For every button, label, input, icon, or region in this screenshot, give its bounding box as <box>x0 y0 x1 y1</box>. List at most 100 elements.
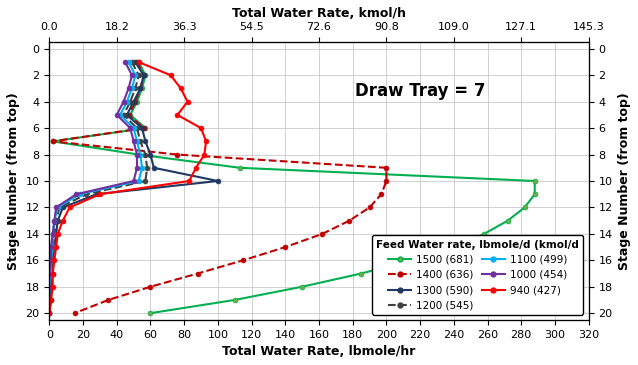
1200 (545) <box>142 152 149 157</box>
1100 (499) <box>45 298 53 302</box>
1500 (681) <box>135 60 142 64</box>
Line: 1200 (545): 1200 (545) <box>47 59 149 316</box>
940 (427) <box>96 192 104 196</box>
1000 (454) <box>73 192 80 196</box>
1100 (499) <box>45 285 53 289</box>
1300 (590) <box>123 113 131 117</box>
1400 (636) <box>105 298 112 302</box>
1000 (454) <box>45 271 53 276</box>
Legend: 1500 (681), 1400 (636), 1300 (590), 1200 (545), 1100 (499), 1000 (454), 940 (427: 1500 (681), 1400 (636), 1300 (590), 1200… <box>372 235 583 315</box>
1300 (590) <box>130 100 137 104</box>
1400 (636) <box>140 73 147 77</box>
1500 (681) <box>126 113 134 117</box>
1500 (681) <box>450 245 457 249</box>
1200 (545) <box>52 219 60 223</box>
1500 (681) <box>133 100 141 104</box>
1500 (681) <box>49 139 57 143</box>
1400 (636) <box>137 86 144 91</box>
1400 (636) <box>140 126 147 130</box>
940 (427) <box>66 205 73 210</box>
1100 (499) <box>49 232 57 236</box>
X-axis label: Total Water Rate, kmol/h: Total Water Rate, kmol/h <box>232 7 406 20</box>
1300 (590) <box>214 179 222 183</box>
1400 (636) <box>366 205 373 210</box>
1400 (636) <box>133 60 141 64</box>
1500 (681) <box>531 179 538 183</box>
1500 (681) <box>135 152 142 157</box>
1500 (681) <box>521 205 528 210</box>
1100 (499) <box>128 86 136 91</box>
1500 (681) <box>357 271 365 276</box>
1300 (590) <box>147 152 154 157</box>
1000 (454) <box>128 73 136 77</box>
Y-axis label: Stage Number (from top): Stage Number (from top) <box>618 92 631 270</box>
1400 (636) <box>131 100 139 104</box>
Line: 1000 (454): 1000 (454) <box>47 59 140 316</box>
1500 (681) <box>142 73 149 77</box>
1300 (590) <box>47 298 55 302</box>
1400 (636) <box>174 152 181 157</box>
Y-axis label: Stage Number (from top): Stage Number (from top) <box>7 92 20 270</box>
1100 (499) <box>138 166 146 170</box>
1200 (545) <box>49 258 57 262</box>
1500 (681) <box>231 298 239 302</box>
940 (427) <box>47 298 55 302</box>
1200 (545) <box>45 311 53 315</box>
Line: 1400 (636): 1400 (636) <box>50 59 389 316</box>
1100 (499) <box>130 126 137 130</box>
1200 (545) <box>131 86 139 91</box>
1000 (454) <box>121 60 129 64</box>
1300 (590) <box>47 285 55 289</box>
X-axis label: Total Water Rate, lbmole/hr: Total Water Rate, lbmole/hr <box>222 345 416 358</box>
1200 (545) <box>135 73 142 77</box>
1300 (590) <box>137 86 144 91</box>
1000 (454) <box>45 311 53 315</box>
1400 (636) <box>71 311 78 315</box>
Text: Draw Tray = 7: Draw Tray = 7 <box>355 82 486 100</box>
1400 (636) <box>318 232 326 236</box>
1500 (681) <box>299 285 306 289</box>
940 (427) <box>54 232 62 236</box>
1400 (636) <box>281 245 289 249</box>
1200 (545) <box>137 139 144 143</box>
940 (427) <box>45 311 53 315</box>
Line: 1500 (681): 1500 (681) <box>50 59 537 316</box>
1000 (454) <box>133 152 141 157</box>
1300 (590) <box>52 232 60 236</box>
1400 (636) <box>194 271 202 276</box>
940 (427) <box>49 271 57 276</box>
1400 (636) <box>383 179 390 183</box>
1000 (454) <box>50 219 58 223</box>
1300 (590) <box>59 205 66 210</box>
1000 (454) <box>125 86 133 91</box>
1400 (636) <box>125 113 133 117</box>
940 (427) <box>202 139 210 143</box>
1200 (545) <box>144 166 151 170</box>
1200 (545) <box>142 179 149 183</box>
1300 (590) <box>140 73 147 77</box>
1000 (454) <box>47 245 55 249</box>
1100 (499) <box>125 60 133 64</box>
Line: 1100 (499): 1100 (499) <box>47 59 144 316</box>
1200 (545) <box>126 100 134 104</box>
1000 (454) <box>45 285 53 289</box>
1400 (636) <box>378 192 385 196</box>
940 (427) <box>184 100 191 104</box>
940 (427) <box>197 126 205 130</box>
1200 (545) <box>47 271 55 276</box>
1200 (545) <box>45 298 53 302</box>
940 (427) <box>167 73 175 77</box>
1400 (636) <box>346 219 353 223</box>
1200 (545) <box>56 205 63 210</box>
1000 (454) <box>120 100 128 104</box>
1000 (454) <box>45 298 53 302</box>
1000 (454) <box>130 139 137 143</box>
1300 (590) <box>142 139 149 143</box>
1300 (590) <box>54 219 62 223</box>
1000 (454) <box>49 232 57 236</box>
1300 (590) <box>49 271 57 276</box>
1200 (545) <box>128 60 136 64</box>
1400 (636) <box>147 285 154 289</box>
1200 (545) <box>133 126 141 130</box>
1100 (499) <box>49 245 57 249</box>
